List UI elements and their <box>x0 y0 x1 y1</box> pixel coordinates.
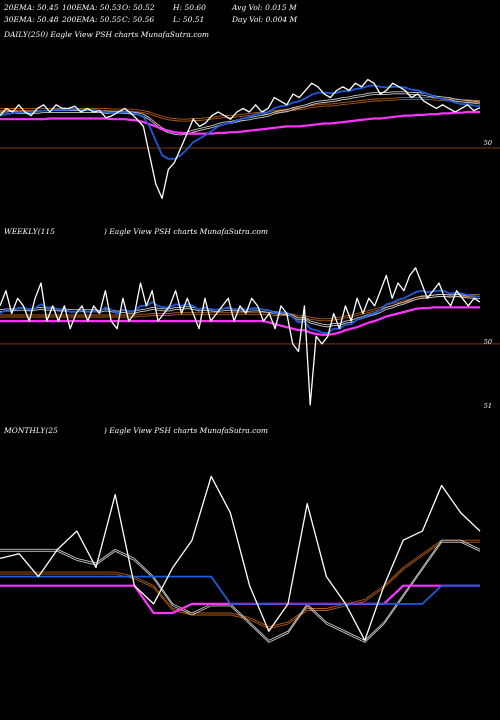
low-readout: L: 50.51 <box>173 15 205 24</box>
daily-ema-long-line <box>0 110 480 135</box>
monthly-chart <box>0 475 481 643</box>
dayvol-readout: Day Vol: 0.004 M <box>232 15 298 24</box>
weekly-ytick-50: 50 <box>483 338 492 346</box>
monthly-panel-label-right: ) Eagle View PSH charts MunafaSutra.com <box>104 426 268 435</box>
avgvol-readout: Avg Vol: 0.015 M <box>232 3 297 12</box>
daily-ema-mid-band-line <box>0 93 481 136</box>
daily-chart <box>0 78 500 200</box>
weekly-chart <box>0 267 500 406</box>
weekly-ema-brown-line <box>0 294 480 320</box>
monthly-ema-brown-line <box>0 539 480 628</box>
daily-ytick-50: 50 <box>483 139 492 147</box>
monthly-ema-mid-band-line <box>0 541 481 643</box>
ema30-readout: 30EMA: 50.48 <box>4 15 59 24</box>
ema200-readout: 200EMA: 50.55 <box>62 15 122 24</box>
weekly-ytick-51: 51 <box>483 402 492 410</box>
open-readout: O: 50.52 <box>122 3 155 12</box>
ema100-readout: 100EMA: 50.53 <box>62 3 122 12</box>
high-readout: H: 50.60 <box>173 3 206 12</box>
weekly-panel-label-left: WEEKLY(115 <box>4 227 55 236</box>
monthly-ema-brown-band-line <box>0 541 480 630</box>
close-readout: C: 50.56 <box>122 15 155 24</box>
weekly-price-line <box>0 267 481 406</box>
weekly-ema-long-line <box>0 306 480 336</box>
monthly-ema-mid-line <box>0 539 481 641</box>
weekly-panel-label-right: ) Eagle View PSH charts MunafaSutra.com <box>104 227 268 236</box>
daily-price-line <box>0 78 481 200</box>
weekly-ema-brown-band-line <box>0 296 480 322</box>
monthly-ema-short-line <box>0 575 480 605</box>
daily-ema-brown-line <box>0 97 480 120</box>
weekly-ema-short-line <box>0 289 481 335</box>
monthly-price-line <box>0 475 481 642</box>
daily-panel-label: DAILY(250) Eagle View PSH charts MunafaS… <box>4 30 210 39</box>
ema20-readout: 20EMA: 50.45 <box>4 3 59 12</box>
monthly-panel-label-left: MONTHLY(25 <box>4 426 58 435</box>
